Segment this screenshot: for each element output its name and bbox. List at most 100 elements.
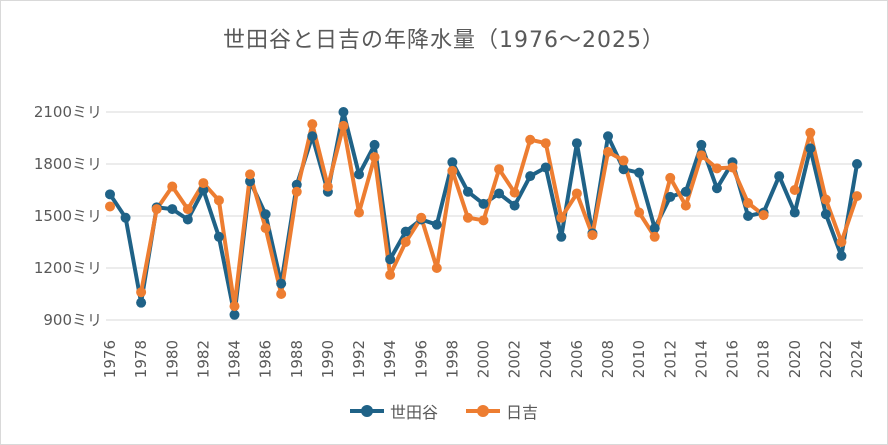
data-point[interactable] xyxy=(245,176,256,187)
data-point[interactable] xyxy=(634,207,645,218)
data-point[interactable] xyxy=(182,214,193,225)
data-point[interactable] xyxy=(478,198,489,209)
data-point[interactable] xyxy=(291,179,302,190)
data-point[interactable] xyxy=(167,204,178,215)
data-point[interactable] xyxy=(182,204,193,215)
data-point[interactable] xyxy=(260,209,271,220)
data-point[interactable] xyxy=(758,210,769,221)
data-point[interactable] xyxy=(696,150,707,161)
data-point[interactable] xyxy=(618,164,629,175)
data-point[interactable] xyxy=(229,301,240,312)
data-point[interactable] xyxy=(494,188,505,199)
data-point[interactable] xyxy=(743,211,754,221)
legend-swatch-hiyoshi xyxy=(466,404,500,418)
data-point[interactable] xyxy=(789,185,800,195)
data-point[interactable] xyxy=(540,162,551,173)
data-point[interactable] xyxy=(478,215,489,226)
data-point[interactable] xyxy=(385,269,396,280)
data-point[interactable] xyxy=(525,171,536,182)
data-point[interactable] xyxy=(354,207,364,218)
data-point[interactable] xyxy=(571,188,582,199)
data-point[interactable] xyxy=(571,138,582,149)
data-point[interactable] xyxy=(680,186,691,197)
data-point[interactable] xyxy=(385,254,396,265)
data-point[interactable] xyxy=(727,162,738,173)
data-point[interactable] xyxy=(400,237,411,247)
data-point[interactable] xyxy=(665,191,676,202)
data-point[interactable] xyxy=(322,181,333,192)
data-point[interactable] xyxy=(276,289,287,299)
data-point[interactable] xyxy=(634,167,645,178)
data-point[interactable] xyxy=(462,212,473,223)
data-point[interactable] xyxy=(820,209,831,220)
data-point[interactable] xyxy=(431,219,442,230)
data-point[interactable] xyxy=(509,200,520,211)
data-point[interactable] xyxy=(494,164,505,175)
x-tick-label: 1998 xyxy=(443,340,461,378)
data-point[interactable] xyxy=(852,191,862,202)
data-point[interactable] xyxy=(105,201,115,212)
y-axis: 900ミリ 1200ミリ 1500ミリ 1800ミリ 2100ミリ xyxy=(34,103,102,329)
data-point[interactable] xyxy=(338,107,349,117)
data-point[interactable] xyxy=(369,139,380,150)
data-point[interactable] xyxy=(603,146,613,157)
data-point[interactable] xyxy=(369,152,380,163)
data-point[interactable] xyxy=(680,200,691,211)
data-point[interactable] xyxy=(649,223,660,234)
data-point[interactable] xyxy=(525,134,536,145)
data-point[interactable] xyxy=(603,131,613,142)
data-point[interactable] xyxy=(665,172,676,183)
x-tick-label: 2012 xyxy=(661,340,679,378)
data-point[interactable] xyxy=(774,171,785,182)
data-point[interactable] xyxy=(198,178,209,189)
data-point[interactable] xyxy=(852,159,862,169)
data-point[interactable] xyxy=(307,131,318,142)
data-point[interactable] xyxy=(696,139,707,150)
data-point[interactable] xyxy=(338,120,349,131)
data-point[interactable] xyxy=(198,185,209,195)
data-point[interactable] xyxy=(354,169,364,180)
data-point[interactable] xyxy=(213,195,224,206)
data-point[interactable] xyxy=(307,119,318,130)
data-point[interactable] xyxy=(556,212,567,223)
data-point[interactable] xyxy=(540,138,551,149)
data-point[interactable] xyxy=(416,212,427,223)
data-point[interactable] xyxy=(447,165,458,176)
data-point[interactable] xyxy=(105,189,115,200)
legend-item-setagaya[interactable]: 世田谷 xyxy=(349,399,438,423)
data-point[interactable] xyxy=(151,204,162,215)
data-point[interactable] xyxy=(711,183,722,194)
data-point[interactable] xyxy=(276,278,287,289)
data-point[interactable] xyxy=(820,194,831,205)
data-point[interactable] xyxy=(291,186,302,197)
x-tick-label: 2008 xyxy=(599,340,617,378)
data-point[interactable] xyxy=(260,223,271,234)
data-point[interactable] xyxy=(229,309,240,320)
data-point[interactable] xyxy=(400,226,411,237)
data-point[interactable] xyxy=(245,169,256,180)
data-point[interactable] xyxy=(618,155,629,166)
data-point[interactable] xyxy=(836,250,847,261)
data-point[interactable] xyxy=(509,187,520,198)
data-point[interactable] xyxy=(120,212,131,223)
data-point[interactable] xyxy=(447,157,458,168)
data-point[interactable] xyxy=(213,231,224,242)
data-point[interactable] xyxy=(805,127,816,138)
data-point[interactable] xyxy=(836,237,847,247)
data-point[interactable] xyxy=(136,287,147,298)
data-point[interactable] xyxy=(462,186,473,197)
data-point[interactable] xyxy=(136,297,147,308)
data-point[interactable] xyxy=(167,181,178,192)
x-tick-label: 1980 xyxy=(163,340,181,378)
data-point[interactable] xyxy=(431,263,442,273)
data-point[interactable] xyxy=(805,143,816,154)
data-point[interactable] xyxy=(711,163,722,174)
y-tick-label: 1200ミリ xyxy=(34,259,102,277)
data-point[interactable] xyxy=(743,198,754,208)
data-point[interactable] xyxy=(587,230,598,241)
data-point[interactable] xyxy=(556,231,567,242)
legend-item-hiyoshi[interactable]: 日吉 xyxy=(466,399,538,423)
data-point[interactable] xyxy=(789,207,800,218)
data-point[interactable] xyxy=(649,231,660,242)
